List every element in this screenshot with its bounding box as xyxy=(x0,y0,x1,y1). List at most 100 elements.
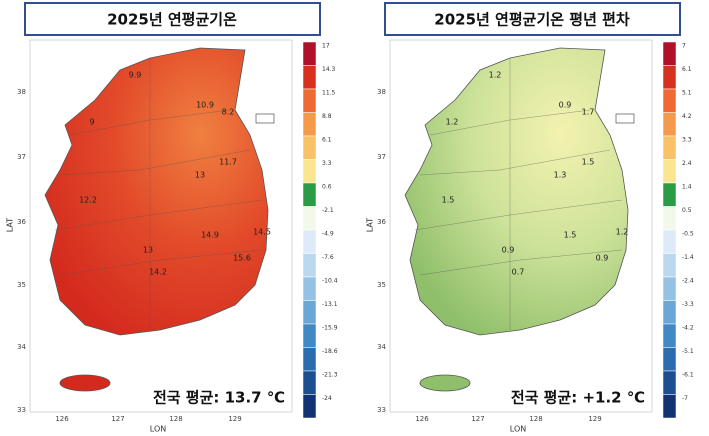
colorbar-label: 2.4 xyxy=(682,160,692,167)
lon-tick: 128 xyxy=(529,415,542,423)
colorbar-label: 7 xyxy=(682,43,686,50)
peninsula xyxy=(404,47,629,336)
colorbar-label: -18.6 xyxy=(322,348,338,355)
colorbar-cell xyxy=(302,159,317,184)
title: 2025년 연평균기온 평년 편차 xyxy=(434,11,630,29)
colorbar-cell xyxy=(662,206,677,231)
jeju xyxy=(419,374,471,392)
national-average: 전국 평균: +1.2 ℃ xyxy=(511,389,645,407)
lat-label: LAT xyxy=(366,218,375,232)
contour-label: 1.5 xyxy=(564,231,577,240)
colorbar-label: -5.1 xyxy=(682,348,694,355)
colorbar-cell xyxy=(662,253,677,278)
colorbar-label: -15.9 xyxy=(322,325,338,332)
map-panel: 2025년 연평균기온 평년 편차 1.2 0.9 1.7 1.2 1.5 1.3 1.5 0.… xyxy=(366,2,694,434)
colorbar-label: -13.1 xyxy=(322,301,338,308)
lat-tick: 38 xyxy=(377,88,386,96)
colorbar-label: -0.5 xyxy=(682,231,694,238)
contour-label: 1.2 xyxy=(616,228,629,237)
colorbar-label: -4.2 xyxy=(682,325,694,332)
colorbar-label: -7.6 xyxy=(322,254,334,261)
colorbar-label: -10.4 xyxy=(322,278,338,285)
contour-label: 1.5 xyxy=(442,196,455,205)
colorbar-label: 3.3 xyxy=(322,160,332,167)
legend-box xyxy=(615,113,635,124)
colorbar-cell xyxy=(302,88,317,113)
contour-label: 1.7 xyxy=(582,108,595,117)
contour-label: 11.7 xyxy=(219,158,237,167)
colorbar-label: -2.4 xyxy=(682,278,694,285)
lon-tick: 126 xyxy=(415,415,429,423)
contour-label: 1.3 xyxy=(554,171,567,180)
contour-label: 0.9 xyxy=(596,254,609,263)
lat-tick: 35 xyxy=(17,281,26,289)
title-box xyxy=(24,2,321,36)
lat-tick: 36 xyxy=(377,218,386,226)
contour-label: 0.9 xyxy=(502,246,515,255)
colorbar-cell xyxy=(662,182,677,207)
contour-label: 1.2 xyxy=(446,118,459,127)
lon-tick: 128 xyxy=(169,415,182,423)
colorbar-cell xyxy=(302,276,317,301)
colorbar-cell xyxy=(302,229,317,254)
contour-label: 9.9 xyxy=(129,71,142,80)
colorbar-label: 5.1 xyxy=(682,90,692,97)
lat-tick: 33 xyxy=(377,406,386,414)
contour-label: 12.2 xyxy=(79,196,97,205)
colorbar-cell xyxy=(662,229,677,254)
lon-label: LON xyxy=(150,425,166,434)
contour-label: 1.5 xyxy=(582,158,595,167)
contour-label: 10.9 xyxy=(196,101,214,110)
lat-tick: 34 xyxy=(17,343,26,351)
colorbar-label: 3.3 xyxy=(682,137,692,144)
lon-tick: 129 xyxy=(228,415,241,423)
lon-tick: 129 xyxy=(588,415,601,423)
contour-label: 0.9 xyxy=(559,101,572,110)
colorbar-label: 0.5 xyxy=(682,207,692,214)
legend-box xyxy=(255,113,275,124)
lon-tick: 127 xyxy=(471,415,484,423)
colorbar-label: 11.5 xyxy=(322,90,336,97)
colorbar-cell xyxy=(662,300,677,325)
colorbar-cell xyxy=(662,135,677,160)
contour-label: 13 xyxy=(143,246,153,255)
contour-label: 9 xyxy=(89,118,94,127)
colorbar-cell xyxy=(662,323,677,348)
lat-tick: 38 xyxy=(17,88,26,96)
title-box xyxy=(384,2,681,36)
colorbar-label: 17 xyxy=(322,43,330,50)
lon-tick: 127 xyxy=(111,415,124,423)
lat-tick: 35 xyxy=(377,281,386,289)
colorbar-cell xyxy=(662,88,677,113)
colorbar-cell xyxy=(302,41,317,66)
lat-tick: 36 xyxy=(17,218,26,226)
colorbar-cell xyxy=(302,370,317,395)
colorbar-cell xyxy=(662,394,677,419)
colorbar-cell xyxy=(662,347,677,372)
colorbar-label: -7 xyxy=(682,395,688,402)
colorbar-label: 4.2 xyxy=(682,113,692,120)
jeju xyxy=(59,374,111,392)
colorbar-cell xyxy=(302,65,317,90)
colorbar-label: 14.3 xyxy=(322,66,336,73)
colorbar-label: 0.6 xyxy=(322,184,332,191)
colorbar-cell xyxy=(302,253,317,278)
contour-label: 1.2 xyxy=(489,71,502,80)
colorbar-cell xyxy=(302,300,317,325)
colorbar-cell xyxy=(662,370,677,395)
colorbar-label: -2.1 xyxy=(322,207,334,214)
contour-label: 0.7 xyxy=(512,268,525,277)
colorbar-cell xyxy=(302,206,317,231)
contour-label: 14.5 xyxy=(253,228,271,237)
contour-label: 14.2 xyxy=(149,268,167,277)
colorbar-label: 6.1 xyxy=(682,66,692,73)
lat-tick: 37 xyxy=(377,153,386,161)
peninsula xyxy=(44,47,269,336)
lat-tick: 34 xyxy=(377,343,386,351)
colorbar-cell xyxy=(662,112,677,137)
colorbar-cell xyxy=(662,65,677,90)
colorbar-cell xyxy=(662,159,677,184)
lon-label: LON xyxy=(510,425,526,434)
colorbar-label: -4.9 xyxy=(322,231,334,238)
